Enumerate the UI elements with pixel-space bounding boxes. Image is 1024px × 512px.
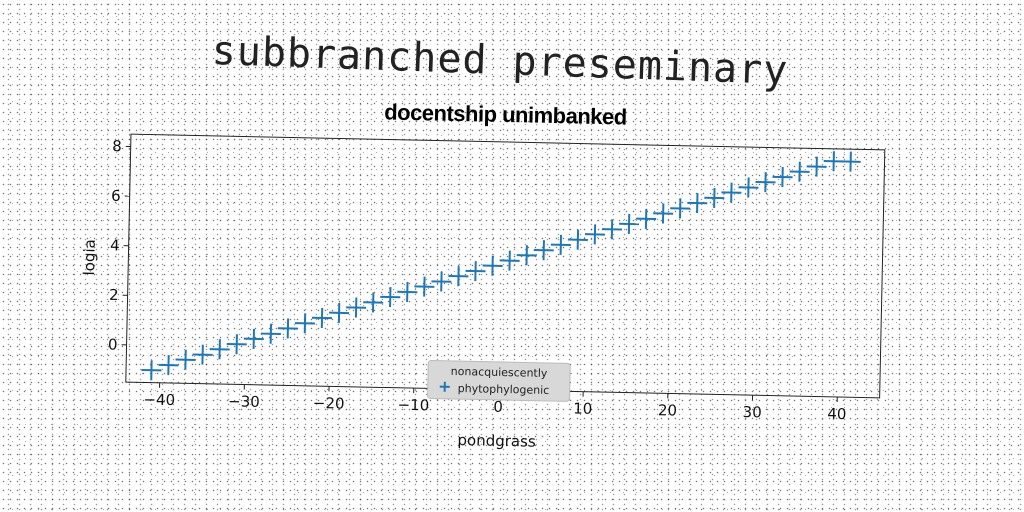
data-point — [226, 334, 247, 355]
x-tick-label: 10 — [573, 399, 592, 417]
y-axis-ticks: 0 2 4 6 8 — [108, 137, 131, 354]
y-tick-label: 2 — [109, 286, 119, 304]
y-tick-label: 6 — [111, 187, 121, 205]
data-point — [636, 208, 657, 229]
data-point — [294, 313, 315, 334]
data-point — [499, 250, 520, 271]
data-point — [687, 193, 708, 214]
chart-title: docentship unimbanked — [384, 99, 627, 129]
data-point — [755, 172, 776, 193]
data-point — [482, 255, 503, 276]
data-point — [175, 349, 196, 370]
y-tick-label: 4 — [110, 236, 120, 254]
data-point — [311, 307, 333, 328]
data-point — [397, 281, 418, 302]
x-tick-label: 40 — [827, 405, 846, 423]
legend-box — [427, 359, 571, 402]
data-point — [448, 266, 469, 287]
data-point — [738, 177, 759, 198]
legend: nonacquiescently phytophylogenic — [427, 359, 571, 402]
y-tick-label: 0 — [108, 336, 118, 354]
y-axis-label: logia — [80, 239, 99, 276]
data-point — [567, 229, 588, 250]
plot-frame — [125, 133, 886, 399]
data-point — [414, 276, 435, 297]
data-point — [329, 302, 350, 323]
data-point — [653, 203, 674, 224]
data-point — [704, 187, 725, 208]
x-axis-ticks: −40 −30 −20 −10 0 10 20 30 40 — [143, 382, 847, 423]
x-tick-label: −30 — [228, 392, 260, 411]
x-tick-label: −20 — [313, 394, 345, 413]
data-point — [533, 240, 554, 261]
data-point — [141, 360, 162, 381]
data-point — [772, 167, 793, 188]
data-point — [721, 182, 742, 203]
chart-group: docentship unimbanked 0 2 4 6 8 −40 −30 −20 −10… — [80, 99, 886, 451]
x-tick-label: −10 — [397, 396, 429, 415]
data-point — [806, 156, 827, 177]
data-point — [670, 198, 691, 219]
legend-marker — [439, 381, 450, 392]
x-axis-label: pondgrass — [457, 431, 536, 451]
legend-title: nonacquiescently — [451, 365, 548, 380]
x-tick-label: 0 — [493, 398, 503, 416]
y-tick-label: 8 — [112, 137, 122, 155]
data-point — [158, 355, 179, 376]
data-point — [209, 339, 230, 360]
data-point — [601, 219, 623, 240]
legend-series-label: phytophylogenic — [458, 382, 550, 397]
data-point — [840, 151, 861, 172]
x-tick-label: 30 — [742, 403, 761, 421]
data-point — [465, 261, 486, 282]
data-point — [431, 271, 452, 292]
data-point — [346, 297, 367, 318]
data-point — [584, 224, 605, 245]
data-point — [243, 328, 264, 349]
x-tick-label: 20 — [658, 401, 677, 419]
data-point — [192, 344, 213, 365]
x-tick-label: −40 — [143, 390, 175, 409]
data-point — [260, 323, 281, 344]
data-point — [363, 292, 384, 313]
data-point — [277, 318, 298, 339]
data-points — [141, 151, 861, 381]
data-point — [380, 287, 401, 308]
data-point — [619, 213, 640, 234]
data-point — [789, 161, 810, 182]
data-point — [516, 245, 537, 266]
data-point — [823, 151, 844, 172]
data-point — [550, 234, 571, 255]
